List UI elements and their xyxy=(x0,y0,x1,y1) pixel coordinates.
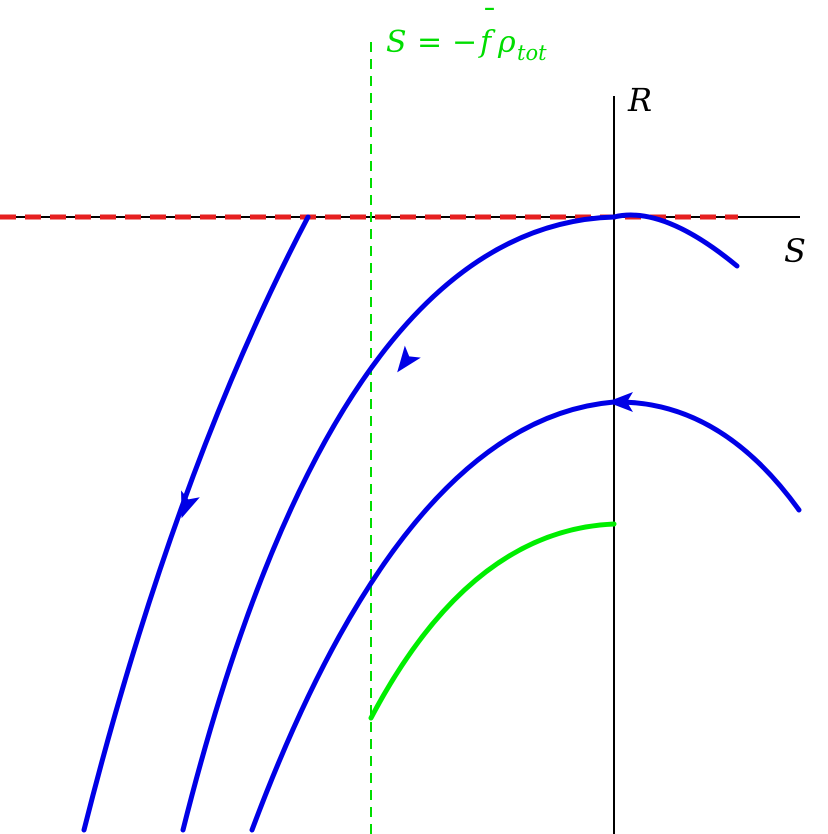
asymptote-label-subscript: tot xyxy=(517,41,547,65)
arrow-middle-trajectory xyxy=(607,392,633,412)
trajectory-upper xyxy=(180,212,740,833)
trajectory-middle xyxy=(249,399,802,833)
asymptote-label: S = − f ¯ ρ tot xyxy=(386,3,547,65)
arrow-upper-trajectory xyxy=(397,345,421,373)
s-axis-label: S xyxy=(784,232,806,270)
trajectory-left xyxy=(81,214,311,833)
r-axis-label: R xyxy=(627,81,652,119)
separatrix-curve xyxy=(368,521,617,721)
asymptote-label-bar: ¯ xyxy=(482,3,497,38)
asymptote-label-minus: − xyxy=(452,25,477,60)
arrow-left-trajectory xyxy=(181,490,200,519)
asymptote-label-rho: ρ xyxy=(497,25,516,60)
asymptote-label-lhs: S xyxy=(386,25,407,60)
asymptote-label-equals: = xyxy=(417,25,442,60)
